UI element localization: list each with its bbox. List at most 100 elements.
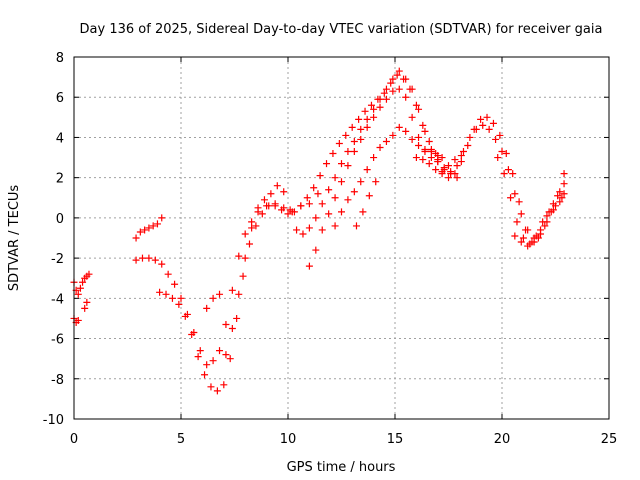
data-point <box>511 190 519 198</box>
data-point <box>415 105 423 113</box>
data-point <box>357 135 365 143</box>
data-point <box>479 121 487 129</box>
data-point <box>258 210 266 218</box>
data-point <box>415 133 423 141</box>
data-point <box>408 113 416 121</box>
data-point <box>537 230 545 238</box>
data-point <box>387 79 395 87</box>
data-point <box>511 232 519 240</box>
data-point <box>363 123 371 131</box>
data-point <box>517 238 525 246</box>
data-point <box>201 371 209 379</box>
series-track-j <box>331 123 442 230</box>
data-point <box>196 347 204 355</box>
data-point <box>171 280 179 288</box>
data-point <box>145 224 153 232</box>
data-point <box>432 166 440 174</box>
data-point <box>293 226 301 234</box>
data-point <box>220 381 228 389</box>
data-point <box>552 202 559 210</box>
data-point <box>524 242 532 250</box>
data-point <box>213 387 221 395</box>
data-point <box>355 115 363 123</box>
data-point <box>560 170 568 178</box>
data-point <box>181 312 189 320</box>
data-point <box>380 89 388 97</box>
data-point <box>338 178 345 186</box>
data-point <box>141 226 149 234</box>
data-point <box>248 224 256 232</box>
data-point <box>556 198 564 206</box>
data-point <box>367 101 375 109</box>
data-point <box>312 214 320 222</box>
plot-frame <box>73 56 610 420</box>
data-point <box>496 131 504 139</box>
data-point <box>85 270 93 278</box>
data-point <box>331 222 339 230</box>
data-point <box>188 331 196 339</box>
data-point <box>515 198 523 206</box>
series-track-h <box>203 67 461 359</box>
data-point <box>402 75 410 83</box>
data-point <box>164 270 172 278</box>
data-point <box>438 170 446 178</box>
data-point <box>466 133 474 141</box>
data-point <box>532 232 540 240</box>
series-track-n <box>494 154 566 248</box>
data-point <box>252 222 260 230</box>
data-point <box>323 160 331 168</box>
data-point <box>489 119 497 127</box>
x-tick-label: 0 <box>70 432 78 447</box>
data-point <box>290 208 298 216</box>
x-tick-label: 20 <box>494 432 511 447</box>
data-point <box>138 254 146 262</box>
data-point <box>136 228 144 236</box>
data-point <box>389 131 397 139</box>
data-point <box>331 194 339 202</box>
data-point <box>132 256 140 264</box>
data-point <box>376 95 384 103</box>
y-tick-label: 0 <box>56 212 64 227</box>
data-point <box>273 182 281 190</box>
data-point <box>228 325 236 332</box>
data-point <box>158 214 166 222</box>
data-point <box>271 202 279 210</box>
data-point <box>329 150 337 158</box>
data-point <box>425 160 433 168</box>
y-tick-label: 2 <box>56 172 64 187</box>
series-track-a <box>70 278 87 298</box>
series-track-o <box>511 190 568 250</box>
data-point <box>507 194 515 202</box>
y-tick-label: 8 <box>56 51 64 66</box>
data-point <box>245 240 253 248</box>
data-point <box>500 170 508 178</box>
x-tick-label: 10 <box>280 432 297 447</box>
x-tick-label: 5 <box>177 432 185 447</box>
data-point <box>445 174 452 182</box>
data-point <box>235 290 243 298</box>
data-point <box>415 141 423 149</box>
data-point <box>382 137 390 145</box>
data-point <box>344 196 352 204</box>
data-point <box>233 314 241 322</box>
data-point <box>457 152 465 160</box>
data-point <box>522 226 530 234</box>
data-point <box>376 103 384 111</box>
data-point <box>402 93 410 101</box>
data-point <box>335 139 343 147</box>
data-point <box>402 127 410 135</box>
series-track-e <box>132 214 166 242</box>
series-track-g <box>156 71 446 395</box>
data-point <box>451 156 459 164</box>
data-point <box>203 361 211 369</box>
data-point <box>485 125 493 133</box>
data-point <box>177 294 185 302</box>
series-track-k <box>352 178 380 230</box>
data-point <box>464 141 472 149</box>
data-point <box>370 113 378 121</box>
y-tick-label: -8 <box>51 373 64 388</box>
data-point <box>209 357 217 365</box>
series-track-b <box>70 314 82 326</box>
data-point <box>310 184 318 192</box>
